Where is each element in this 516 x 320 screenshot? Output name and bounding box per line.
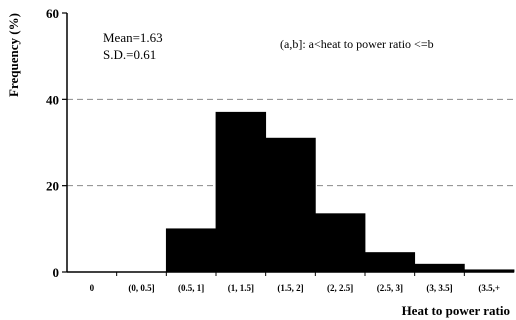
x-tick-label: (3.5,+ [478,283,500,293]
y-tick-labels: 0 20 40 60 [46,6,59,280]
axes [62,12,514,276]
y-tick-label: 0 [53,265,60,280]
x-tick-label: (0.5, 1] [178,283,204,293]
bar-7 [414,263,465,273]
y-tick-label: 20 [46,179,59,194]
x-tick-label: (1.5, 2] [277,283,303,293]
x-tick-label: (0, 0.5] [128,283,154,293]
y-tick-label: 40 [46,92,59,107]
x-tick-label: (1, 1.5] [228,283,254,293]
bar-2 [165,228,217,273]
bar-6 [364,252,416,273]
y-axis-label: Frequency (%) [6,13,21,97]
mean-annotation: Mean=1.63 [103,30,163,45]
bars [165,111,515,273]
x-tick-label: (2, 2.5] [327,283,353,293]
x-tick-labels: 0 (0, 0.5] (0.5, 1] (1, 1.5] (1.5, 2] (2, 2.5… [90,283,500,293]
x-tick-label: (2.5, 3] [377,283,403,293]
bar-4 [265,137,316,273]
bar-5 [314,213,366,273]
bar-3 [215,111,267,273]
interval-note: (a,b]: a<heat to power ratio <=b [280,37,434,51]
sd-annotation: S.D.=0.61 [103,47,156,62]
x-axis-label: Heat to power ratio [402,303,510,318]
y-tick-label: 60 [46,6,59,21]
x-tick-label: 0 [90,283,95,293]
x-tick-label: (3, 3.5] [426,283,452,293]
